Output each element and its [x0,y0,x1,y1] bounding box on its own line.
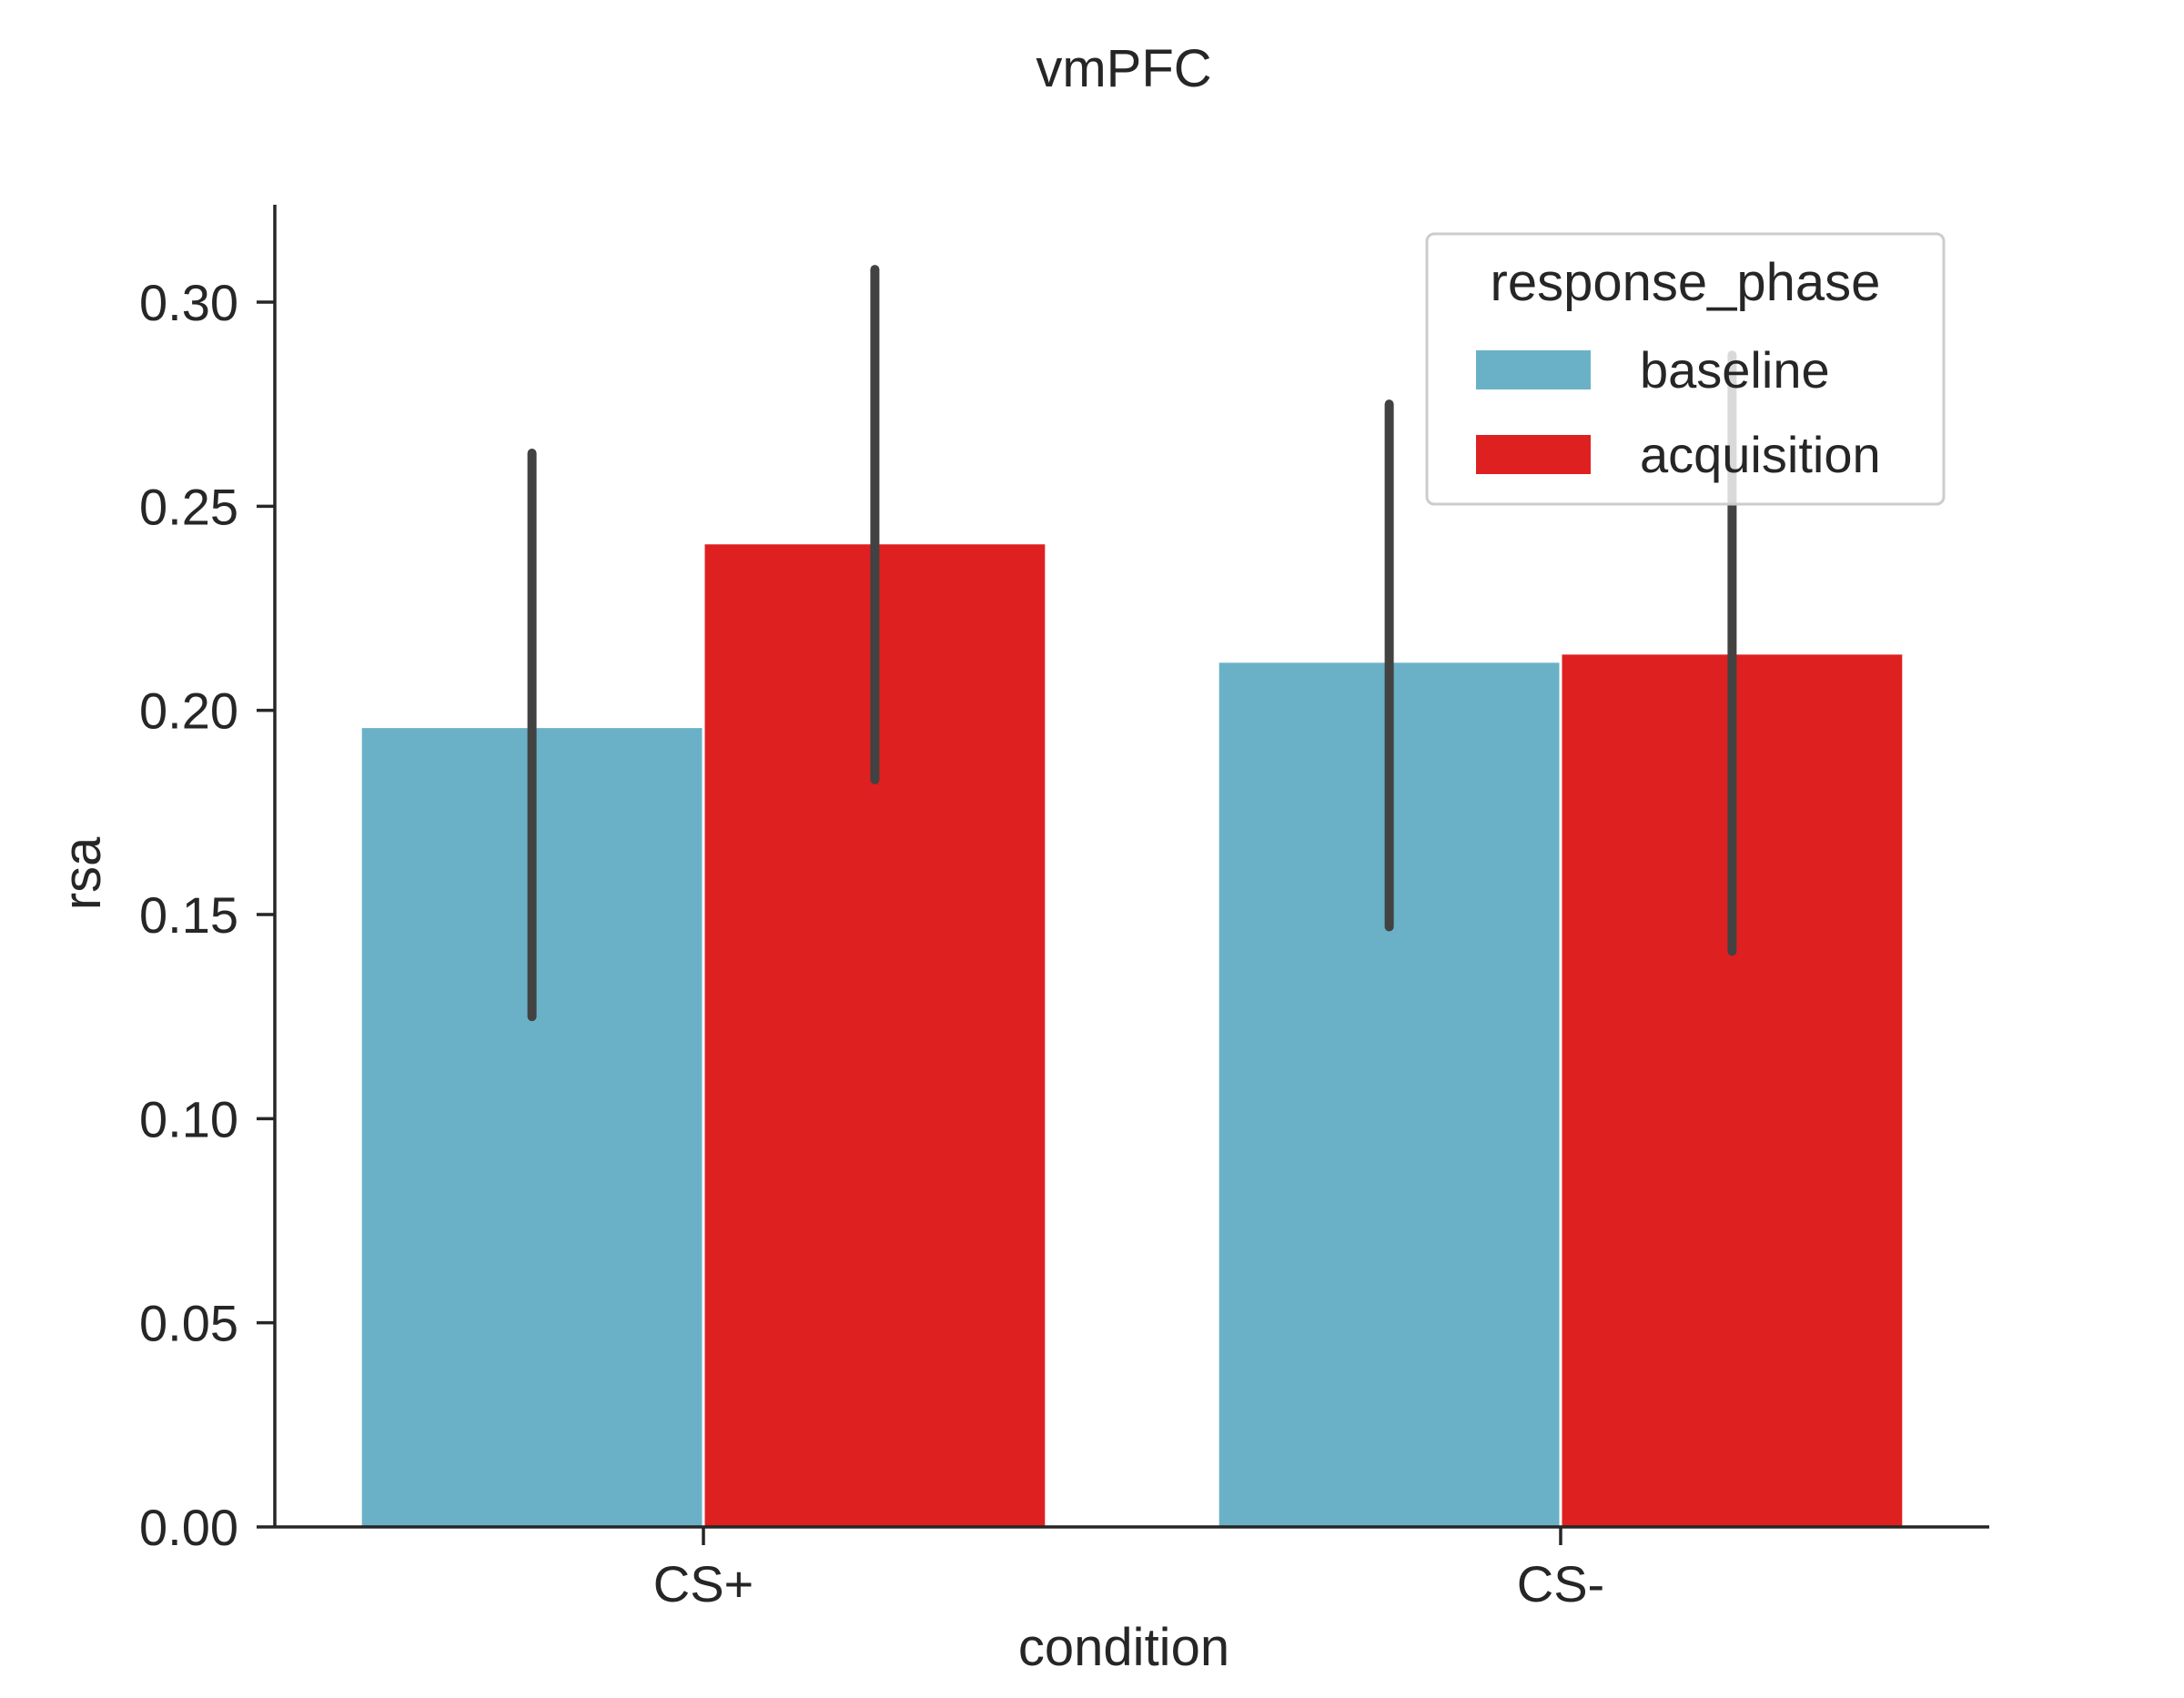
legend-title: response_phase [1491,253,1881,312]
legend-swatch-baseline [1476,350,1591,389]
y-axis: 0.00 0.05 0.10 0.15 0.20 0.25 0.30 [139,205,277,1556]
x-tick-label: CS- [1517,1555,1604,1612]
y-tick-label: 0.10 [139,1090,238,1147]
y-tick-label: 0.25 [139,478,238,535]
y-axis-label: rsa [53,836,112,910]
x-axis-label: condition [1018,1618,1229,1677]
legend-entries: baseline acquisition [1476,341,1881,483]
x-axis: CS+ CS- [275,1525,1989,1612]
legend-label-acquisition: acquisition [1640,426,1881,483]
legend-label-baseline: baseline [1640,341,1830,399]
y-tick-label: 0.15 [139,886,238,944]
y-tick-label: 0.00 [139,1499,238,1556]
x-tick-label: CS+ [653,1555,754,1612]
y-tick-label: 0.05 [139,1295,238,1352]
legend: response_phase baseline acquisition [1425,232,1946,506]
bars-layer [359,541,1906,1529]
legend-swatch-acquisition [1476,435,1591,474]
y-tick-label: 0.30 [139,274,238,331]
y-tick-label: 0.20 [139,682,238,740]
chart-title: vmPFC [1036,39,1211,98]
